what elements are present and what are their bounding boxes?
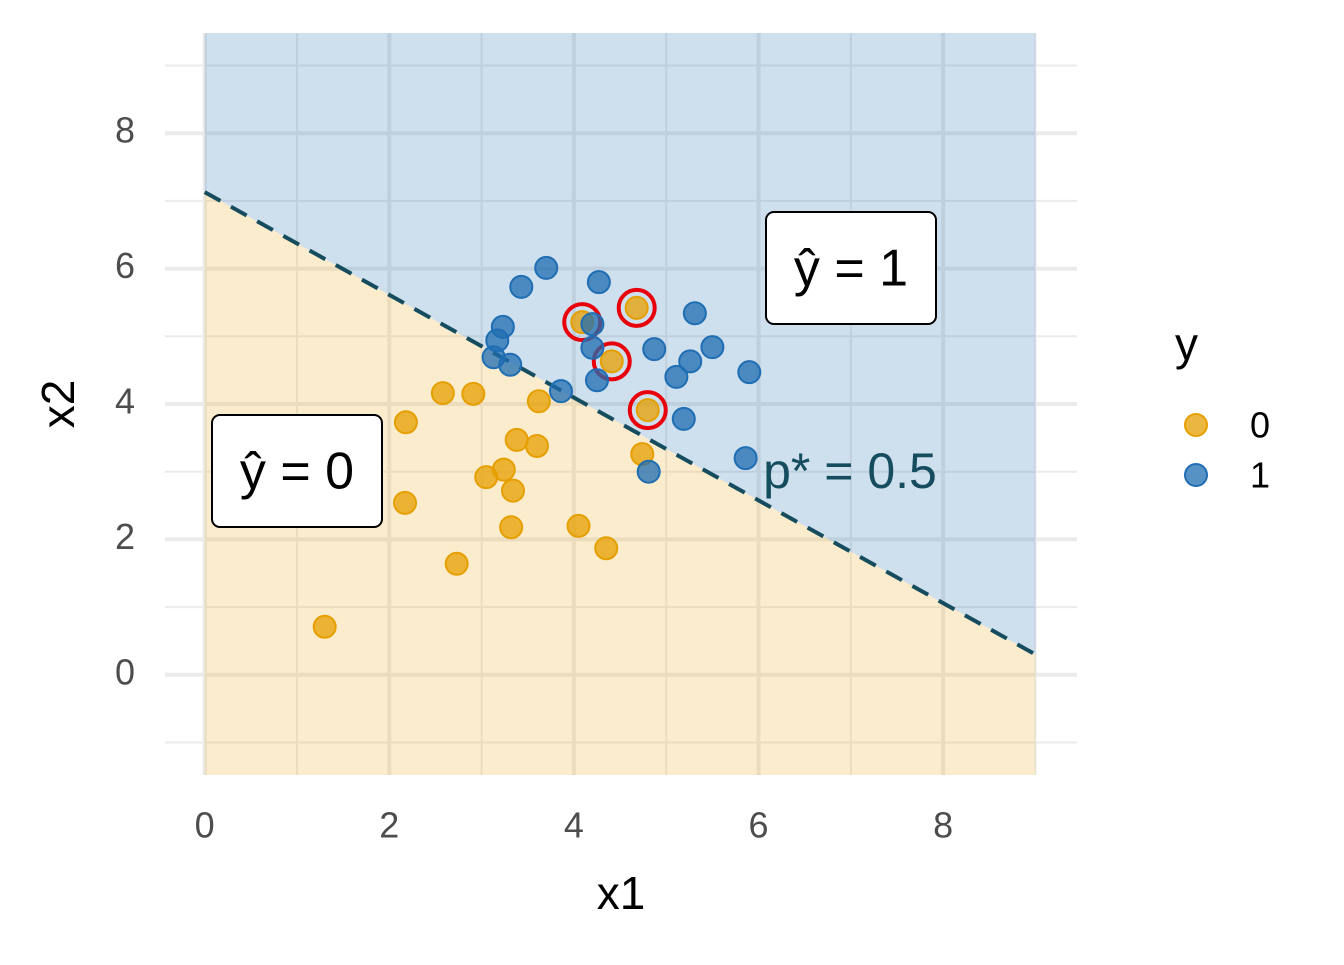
point [549, 379, 573, 404]
label-box [765, 211, 937, 325]
point [461, 381, 486, 406]
point [501, 478, 525, 503]
point [678, 349, 703, 374]
y-axis-title: x2 [32, 380, 84, 429]
x-tick-label: 2 [379, 805, 399, 846]
point [444, 551, 469, 576]
point [534, 255, 559, 280]
y-tick-label: 8 [115, 110, 135, 151]
point [682, 301, 707, 326]
point [526, 389, 551, 414]
point [509, 274, 534, 299]
point [700, 335, 725, 360]
region-0 [204, 192, 1036, 776]
legend-title: y [1175, 318, 1198, 370]
point [580, 312, 605, 337]
point [585, 368, 609, 393]
y-tick-label: 6 [115, 245, 135, 286]
y-tick-label: 4 [115, 381, 135, 422]
point [491, 457, 516, 482]
boundary-label: p* = 0.5 [763, 443, 937, 499]
point [635, 398, 660, 423]
decision-boundary [203, 190, 1037, 657]
x-tick-label: 4 [564, 805, 584, 846]
point [312, 614, 337, 639]
point [624, 295, 649, 320]
point [642, 337, 667, 362]
x-axis-title: x1 [597, 867, 646, 919]
point [393, 490, 417, 515]
region-label: ŷ = 1 [794, 240, 908, 298]
point [671, 406, 696, 431]
region-label: ŷ = 0 [240, 443, 354, 501]
highlight-ring [616, 287, 657, 328]
point [498, 352, 523, 377]
point [594, 536, 619, 561]
point [504, 427, 529, 452]
point [393, 410, 418, 435]
legend-key [1184, 463, 1208, 487]
point [586, 270, 611, 295]
x-tick-label: 6 [749, 805, 769, 846]
highlight-ring [591, 341, 632, 382]
y-tick-label: 2 [115, 516, 135, 557]
x-tick-label: 0 [195, 805, 215, 846]
point [580, 335, 605, 360]
point [499, 515, 524, 540]
legend-label: 1 [1250, 455, 1270, 496]
point [636, 459, 661, 484]
legend-key [1184, 413, 1208, 437]
point [737, 360, 762, 385]
point [430, 381, 455, 406]
x-tick-label: 8 [933, 805, 953, 846]
point [566, 513, 591, 538]
legend-label: 0 [1250, 405, 1270, 446]
point [733, 446, 758, 471]
highlight-ring [627, 390, 668, 431]
label-box [211, 414, 383, 528]
point [525, 433, 549, 458]
point [599, 349, 624, 374]
y-tick-label: 0 [115, 651, 135, 692]
point [664, 364, 689, 389]
